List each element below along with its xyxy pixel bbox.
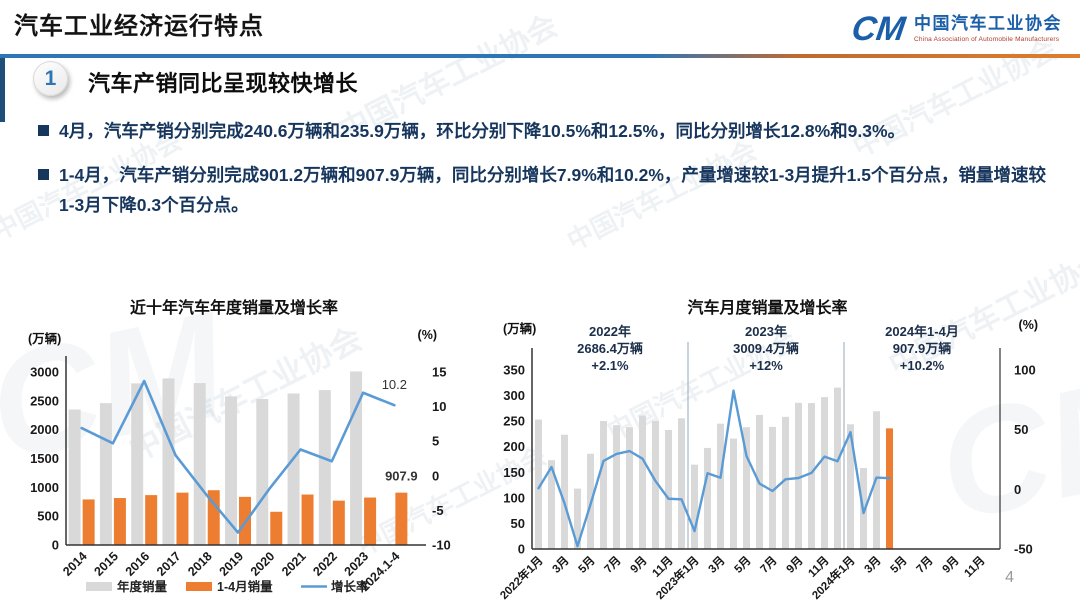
annual-chart-svg: 2014 2015 2016 2017 2018 2019 2020 2021 2022 2023… bbox=[30, 356, 451, 594]
svg-text:300: 300 bbox=[503, 388, 525, 403]
svg-text:5: 5 bbox=[432, 434, 439, 449]
monthly-sales-chart: 汽车月度销量及增长率 (万辆) (%) 0 50 100 150 200 250 300 35… bbox=[460, 290, 1075, 607]
logo-name-en: China Association of Automobile Manufact… bbox=[914, 35, 1060, 43]
svg-text:907.9: 907.9 bbox=[385, 469, 418, 484]
annual-left-axis-unit: (万辆) bbox=[28, 332, 62, 346]
svg-text:2016: 2016 bbox=[123, 549, 153, 579]
logo-names: 中国汽车工业协会 China Association of Automobile… bbox=[914, 14, 1062, 43]
monthly-right-axis-unit: (%) bbox=[1018, 318, 1038, 332]
svg-text:11月: 11月 bbox=[962, 554, 988, 580]
annual-growth-line bbox=[80, 379, 396, 534]
svg-text:0: 0 bbox=[518, 542, 525, 557]
svg-text:9月: 9月 bbox=[628, 554, 650, 576]
svg-text:7月: 7月 bbox=[602, 554, 624, 576]
section-number-badge: 1 bbox=[33, 61, 68, 96]
page-title: 汽车工业经济运行特点 bbox=[14, 13, 264, 40]
svg-text:10.2: 10.2 bbox=[382, 377, 407, 392]
svg-text:2023年: 2023年 bbox=[745, 324, 787, 339]
monthly-chart-title: 汽车月度销量及增长率 bbox=[687, 300, 848, 317]
svg-text:5月: 5月 bbox=[576, 554, 598, 576]
svg-text:2015: 2015 bbox=[91, 549, 121, 579]
svg-text:2022年1月: 2022年1月 bbox=[497, 553, 546, 602]
svg-text:2686.4万辆: 2686.4万辆 bbox=[577, 341, 643, 356]
svg-text:10: 10 bbox=[432, 399, 446, 414]
svg-text:2500: 2500 bbox=[30, 393, 59, 408]
svg-text:0: 0 bbox=[432, 468, 439, 483]
svg-text:3月: 3月 bbox=[862, 554, 884, 576]
svg-text:907.9万辆: 907.9万辆 bbox=[893, 341, 952, 356]
bullet-square-icon bbox=[38, 125, 49, 136]
svg-text:50: 50 bbox=[1014, 422, 1028, 437]
cm-logo-icon: CM bbox=[849, 10, 908, 48]
svg-text:250: 250 bbox=[503, 414, 525, 429]
svg-text:500: 500 bbox=[37, 509, 59, 524]
svg-text:2017: 2017 bbox=[154, 549, 184, 579]
monthly-bars bbox=[535, 387, 893, 549]
svg-text:2022: 2022 bbox=[310, 549, 340, 579]
svg-text:-50: -50 bbox=[1014, 542, 1033, 557]
svg-text:150: 150 bbox=[503, 465, 525, 480]
svg-text:3月: 3月 bbox=[706, 554, 728, 576]
bullet-text: 1-4月，汽车产销分别完成901.2万辆和907.9万辆，同比分别增长7.9%和… bbox=[59, 165, 1047, 216]
svg-text:+12%: +12% bbox=[749, 358, 783, 373]
svg-text:2019: 2019 bbox=[217, 549, 247, 579]
bullet-text: 4月，汽车产销分别完成240.6万辆和235.9万辆，环比分别下降10.5%和1… bbox=[59, 121, 906, 141]
svg-text:200: 200 bbox=[503, 439, 525, 454]
annual-legend: 年度销量 1-4月销量 增长率 bbox=[86, 579, 369, 594]
annual-chart-title: 近十年汽车年度销量及增长率 bbox=[129, 300, 338, 317]
svg-text:2020: 2020 bbox=[248, 549, 278, 579]
svg-text:3000: 3000 bbox=[30, 365, 59, 380]
section-number: 1 bbox=[44, 66, 57, 90]
annual-right-axis-unit: (%) bbox=[417, 328, 437, 342]
svg-text:年度销量: 年度销量 bbox=[117, 579, 168, 594]
svg-text:2022年: 2022年 bbox=[589, 324, 631, 339]
section-heading: 汽车产销同比呈现较快增长 bbox=[88, 71, 359, 96]
svg-text:2021: 2021 bbox=[279, 549, 309, 579]
svg-text:0: 0 bbox=[52, 538, 59, 553]
svg-text:2014: 2014 bbox=[60, 549, 90, 579]
svg-text:+2.1%: +2.1% bbox=[591, 358, 629, 373]
annual-sales-chart: 近十年汽车年度销量及增长率 (万辆) (%) 2014 2015 2016 2017 2… bbox=[8, 290, 460, 607]
svg-text:+10.2%: +10.2% bbox=[900, 358, 945, 373]
page-number: 4 bbox=[1005, 569, 1014, 586]
svg-text:1500: 1500 bbox=[30, 451, 59, 466]
svg-text:3月: 3月 bbox=[550, 554, 572, 576]
svg-text:1-4月销量: 1-4月销量 bbox=[217, 579, 273, 594]
bullet-square-icon bbox=[38, 169, 49, 181]
svg-text:9月: 9月 bbox=[784, 554, 806, 576]
svg-text:15: 15 bbox=[432, 365, 446, 380]
svg-text:100: 100 bbox=[503, 490, 525, 505]
svg-text:增长率: 增长率 bbox=[331, 579, 369, 594]
left-accent-strip bbox=[0, 58, 5, 122]
header-rule bbox=[0, 54, 1080, 58]
bullet-list: 4月，汽车产销分别完成240.6万辆和235.9万辆，环比分别下降10.5%和1… bbox=[38, 116, 1046, 234]
svg-text:5月: 5月 bbox=[888, 554, 910, 576]
svg-text:7月: 7月 bbox=[914, 554, 936, 576]
svg-text:2018: 2018 bbox=[185, 549, 215, 579]
svg-text:-5: -5 bbox=[432, 503, 444, 518]
svg-text:0: 0 bbox=[1014, 482, 1021, 497]
svg-text:350: 350 bbox=[503, 363, 525, 378]
logo-name-cn: 中国汽车工业协会 bbox=[914, 14, 1062, 34]
caam-logo: CM 中国汽车工业协会 China Association of Automob… bbox=[849, 10, 1062, 48]
svg-text:7月: 7月 bbox=[758, 554, 780, 576]
svg-text:100: 100 bbox=[1014, 363, 1036, 378]
monthly-left-axis-unit: (万辆) bbox=[503, 322, 537, 336]
svg-text:50: 50 bbox=[511, 516, 525, 531]
svg-text:9月: 9月 bbox=[940, 554, 962, 576]
bullet-item: 1-4月，汽车产销分别完成901.2万辆和907.9万辆，同比分别增长7.9%和… bbox=[38, 160, 1046, 220]
svg-text:1000: 1000 bbox=[30, 480, 59, 495]
monthly-growth-line bbox=[537, 389, 891, 548]
svg-text:-10: -10 bbox=[432, 538, 451, 553]
svg-text:3009.4万辆: 3009.4万辆 bbox=[733, 341, 799, 356]
bullet-item: 4月，汽车产销分别完成240.6万辆和235.9万辆，环比分别下降10.5%和1… bbox=[38, 116, 1046, 146]
annual-bars bbox=[68, 371, 408, 545]
svg-text:5月: 5月 bbox=[732, 554, 754, 576]
svg-text:2024年1-4月: 2024年1-4月 bbox=[885, 324, 959, 339]
svg-text:2000: 2000 bbox=[30, 422, 59, 437]
